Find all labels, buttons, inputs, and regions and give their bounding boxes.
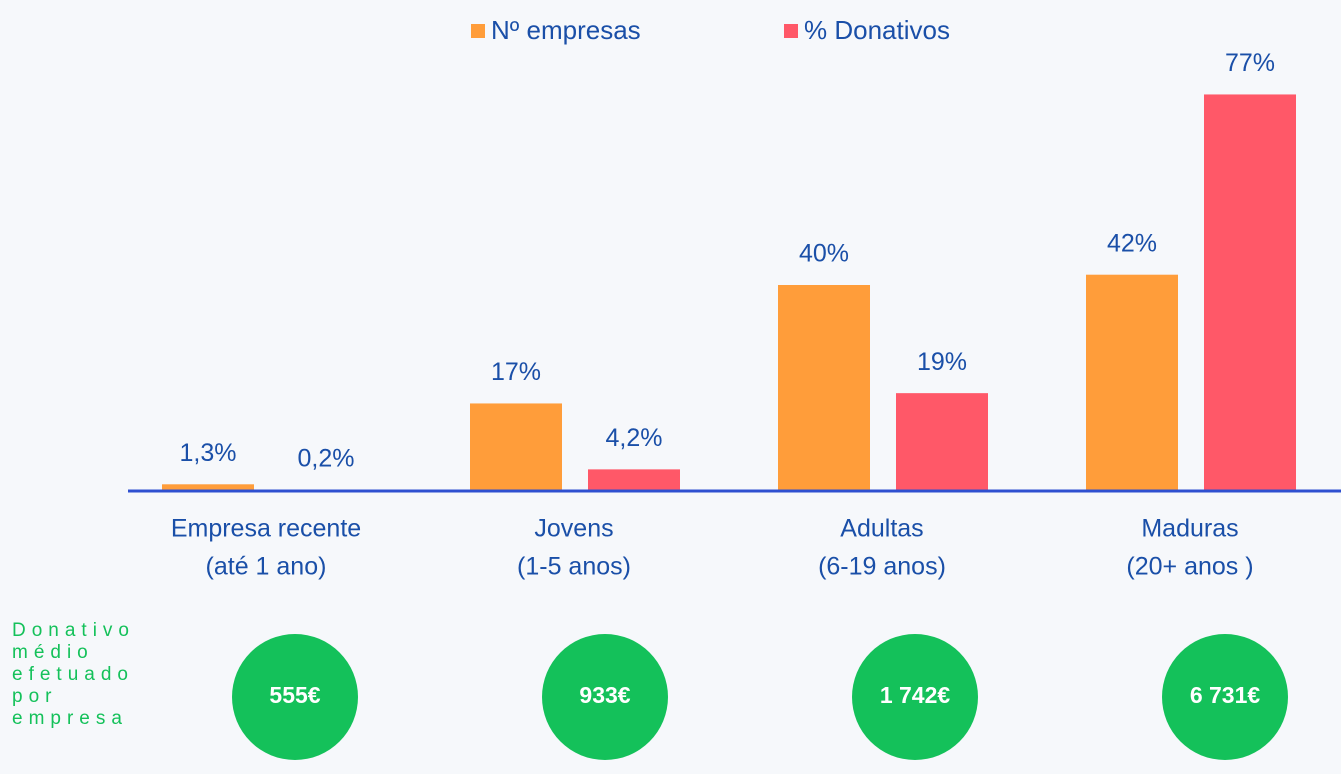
donation-value: 1 742€ (880, 682, 951, 708)
value-label: 77% (1225, 49, 1275, 77)
value-label: 4,2% (606, 424, 663, 452)
donation-circle (852, 634, 978, 760)
donation-label: Donativo médio efetuado por empresa (12, 620, 135, 729)
x-tick-label: Maduras (1141, 515, 1238, 543)
x-tick-label: (20+ anos ) (1126, 553, 1253, 581)
bar (162, 484, 254, 491)
bar (1204, 94, 1296, 491)
value-label: 40% (799, 240, 849, 268)
x-tick-label: (até 1 ano) (206, 553, 327, 581)
value-label: 19% (917, 348, 967, 376)
donation-value: 933€ (579, 682, 630, 708)
donation-value: 6 731€ (1190, 682, 1261, 708)
donation-circle (542, 634, 668, 760)
bar (778, 285, 870, 491)
x-tick-label: Empresa recente (171, 515, 361, 543)
bar (470, 403, 562, 491)
x-tick-label: Jovens (534, 515, 613, 543)
donation-circle (1162, 634, 1288, 760)
legend-swatch (784, 24, 798, 38)
x-tick-label: (6-19 anos) (818, 553, 946, 581)
donation-circle (232, 634, 358, 760)
legend-label: % Donativos (804, 15, 950, 45)
bar (1086, 274, 1178, 491)
value-label: 17% (491, 358, 541, 386)
bar (588, 469, 680, 491)
value-label: 0,2% (298, 445, 355, 473)
x-tick-label: (1-5 anos) (517, 553, 631, 581)
legend-swatch (471, 24, 485, 38)
x-tick-label: Adultas (840, 515, 923, 543)
value-label: 1,3% (180, 439, 237, 467)
donation-value: 555€ (269, 682, 320, 708)
legend-label: Nº empresas (491, 15, 641, 45)
bar (896, 393, 988, 491)
value-label: 42% (1107, 229, 1157, 257)
